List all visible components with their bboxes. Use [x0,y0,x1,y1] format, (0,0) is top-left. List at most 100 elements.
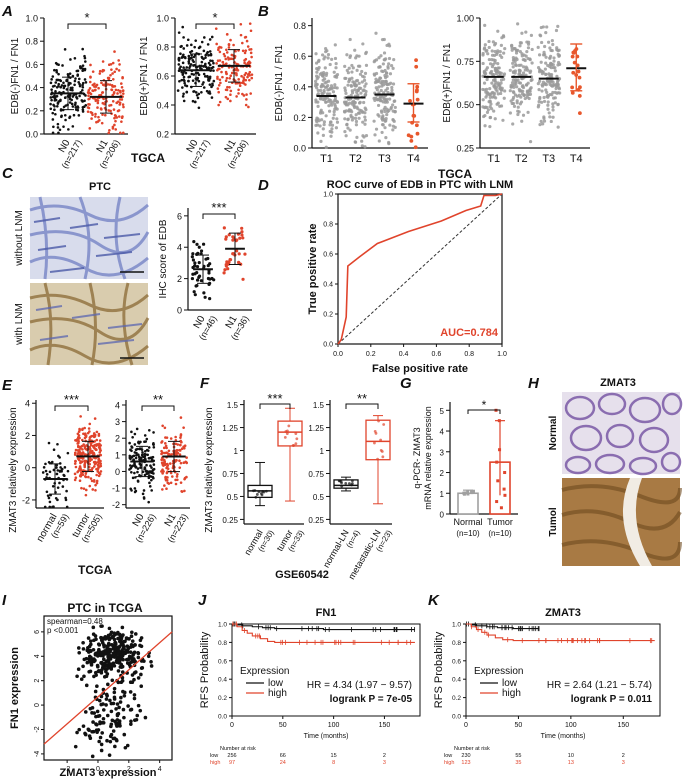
i-point [124,636,129,640]
panel-e-chart-normal-tumor: ZMAT3 relatively expression -2024normal(n… [8,392,104,544]
a2-dot [178,79,181,83]
b1-dot [329,134,333,138]
e1-dot [76,452,80,455]
i-point [132,693,137,697]
j-legend-title: Expression [240,666,289,677]
b1-dot [364,63,369,67]
e2-dot [174,442,178,446]
b1-dot [376,103,381,108]
b2-dot [537,100,541,104]
e1-dot [93,417,97,420]
c-dot [199,279,203,283]
b2-dot [538,97,542,101]
a2-dot [192,55,196,59]
b1-dot [323,55,327,59]
j-y-tick-label: 0.8 [218,640,227,647]
a1-dot [61,64,64,67]
a2-dot [247,105,250,109]
e1-dot [58,481,61,485]
e1-dot [74,460,77,463]
i-point [103,667,108,671]
b1-dot [322,90,326,94]
e2-dot [130,489,133,492]
e1-dot [60,467,64,471]
a1-dot [121,92,125,95]
b2-dot [488,92,492,97]
e1-dot [83,461,87,465]
e2-dot [144,449,147,453]
e1-dot [55,466,58,469]
b1-dot [349,84,354,88]
a2-dot [218,78,222,82]
b1-dot [319,88,323,93]
i-point [99,748,104,753]
i-point [106,652,111,657]
c-dot [208,281,212,285]
c-dot [243,252,247,256]
a1-dot [120,86,124,89]
b2-dot [483,88,487,92]
b2-dot [481,61,485,66]
b2-dot [522,58,526,62]
a1-dot [96,106,99,109]
i-point [123,745,128,750]
b1-dot [343,64,347,69]
e1-y-tick-label: 4 [25,399,30,409]
b1-dot [343,86,347,90]
b1-dot [329,84,334,88]
b1-dot [390,88,394,92]
b2-dot [516,112,520,117]
b1-dot [319,84,323,88]
a1-dot [58,128,62,132]
e2-dot [132,454,136,458]
b1-dot [343,88,347,93]
a1-dot [88,127,92,130]
b1-dot [322,120,326,124]
i-point [103,661,107,666]
b2-dot [546,107,550,111]
b1-dot [346,83,350,87]
e2-dot [169,437,173,440]
i-point [94,722,99,727]
a2-dot [181,86,184,89]
b2-dot [516,22,520,26]
e2-dot [178,449,182,452]
i-point [107,753,112,757]
b1-y-label: EDB(-)FN1 / FN1 [274,44,285,121]
a1-dot [57,131,60,135]
b2-dot [485,90,489,95]
b1-dot [391,103,395,107]
c-dot [240,226,244,230]
i-point [99,694,104,699]
a2-dot [182,75,186,79]
f2-sig-label: ** [357,391,367,406]
a1-dot [75,95,78,99]
b1-dot [326,52,331,57]
e1-dot [82,443,85,446]
a2-dot [187,58,191,61]
c-dot [237,252,241,256]
i-point [89,642,93,647]
b1-dot [383,105,387,109]
a1-dot [49,102,52,106]
i-point [79,677,84,681]
a1-dot [87,94,90,98]
f1-box-dot [295,437,299,441]
i-point [117,705,121,710]
b2-dot [491,63,495,67]
e2-dot [161,488,164,491]
i-point [119,665,124,669]
e1-dot [79,446,82,450]
e2-dot [179,436,182,439]
b1-dot [355,105,359,109]
i-point [133,643,137,647]
b1-dot [351,66,355,70]
g-sig-bracket [467,409,501,414]
e1-dot [86,431,90,435]
b1-dot [374,31,378,35]
a2-dot [207,61,211,65]
b2-dot [510,101,514,106]
j-title: FN1 [316,607,337,619]
b1-dot [331,100,335,104]
b1-dot [316,100,320,104]
